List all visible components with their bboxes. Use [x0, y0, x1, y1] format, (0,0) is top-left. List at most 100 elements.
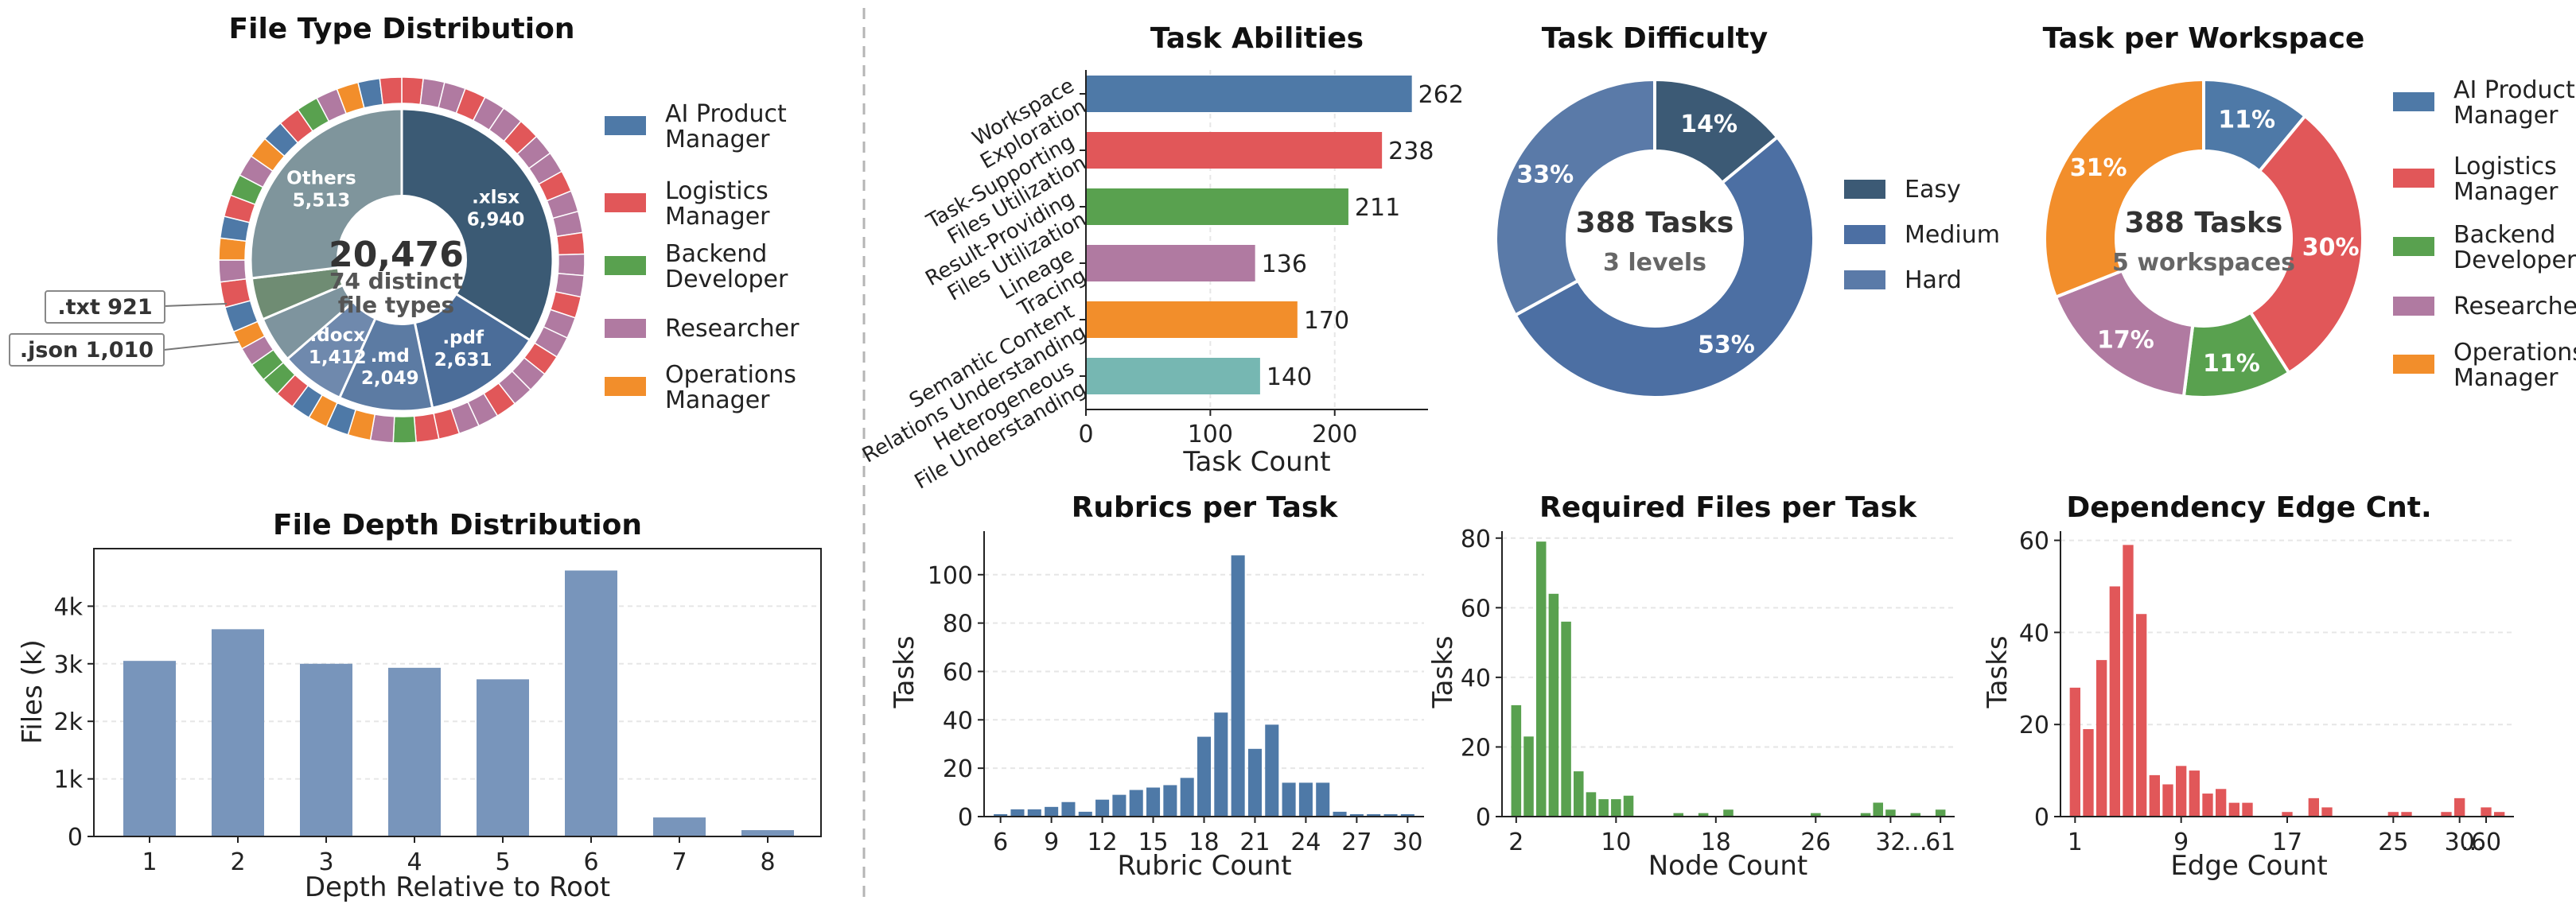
hist-bar-19 [2308, 798, 2319, 817]
hist-bar-61 [1935, 809, 1946, 817]
hist-bar-14 [2242, 802, 2253, 817]
ring-segment [555, 231, 586, 256]
depth-bars [123, 570, 794, 836]
hist-xtick-label: 30 [2445, 829, 2475, 856]
legend-label: AI Product [2453, 76, 2575, 104]
abilities-value-label: 170 [1304, 307, 1349, 335]
rubrics-title: Rubrics per Task [1072, 491, 1339, 524]
hist-ytick-label: 60 [2019, 528, 2049, 556]
filetype-center-line2: file types [338, 292, 454, 318]
hist-xtick-label: 61 [1925, 829, 1955, 856]
depth-bar-8 [741, 830, 794, 836]
hist-bar-11 [2202, 794, 2213, 817]
legend-label: Manager [2453, 102, 2558, 130]
slice-medium [1513, 134, 1815, 399]
json-callout: .json 1,010 [20, 338, 154, 363]
legend-swatch-logistics-manager [605, 193, 646, 212]
depth-ytick-label: 4k [54, 593, 84, 621]
hist-bar-15 [1146, 787, 1161, 817]
hist-ytick-label: 0 [958, 804, 973, 832]
abilities-value-label: 262 [1418, 81, 1464, 109]
hist-bar-26 [2401, 812, 2412, 817]
hist-xtick-label: 60 [2471, 829, 2501, 856]
filetype-center-hole [337, 195, 467, 325]
txt-callout-line [163, 303, 228, 307]
hist-bar-8 [1586, 792, 1597, 817]
legend-label: Researcher [2453, 293, 2576, 320]
hist-xtick-label: 21 [1239, 829, 1270, 856]
hist-ytick-label: 80 [1461, 526, 1491, 553]
hist-ytick-label: 100 [928, 562, 973, 590]
hist-xtick-label: 32 [1875, 829, 1905, 856]
legend-label: Operations [2453, 339, 2576, 367]
abilities-bar-semantic-content-relations-understanding [1086, 301, 1298, 338]
abilities-value-label: 136 [1262, 250, 1307, 278]
hist-bar-20 [1231, 555, 1245, 817]
hist-bar-5 [2123, 545, 2134, 817]
depth-bar-3 [300, 663, 352, 836]
hist-bar-7 [1010, 809, 1025, 817]
depth-ytick-label: 2k [54, 708, 84, 736]
abilities-xlabel: Task Count [1182, 446, 1330, 478]
abilities-bar-result-providing-files-utilization [1086, 188, 1348, 225]
edges-ylabel: Tasks [1982, 635, 2014, 708]
filetype-label-name: Others [286, 168, 356, 188]
edges-title: Dependency Edge Cnt. [2066, 491, 2431, 524]
filetype-label-value: 2,049 [361, 368, 419, 389]
filetype-outer-ring [218, 76, 586, 444]
legend-label: Manager [665, 126, 770, 153]
hist-xtick-label: 30 [1392, 829, 1422, 856]
legend-label: Developer [665, 266, 788, 293]
hist-xtick-label: 26 [1800, 829, 1831, 856]
slice-logistics-manager [2248, 114, 2364, 375]
hist-bar-30 [1860, 813, 1871, 817]
workspace-panel: Task per Workspace 11% 30% 11% 17% 31% 388 T… [2043, 22, 2576, 399]
depth-bar-4 [388, 667, 441, 836]
ring-segment [218, 237, 247, 261]
hist-bar-22 [1265, 724, 1279, 817]
slice-researcher [2053, 268, 2195, 398]
abilities-bar-workspace-exploration [1086, 76, 1412, 112]
hist-xtick-label: 27 [1341, 829, 1372, 856]
depth-frame [93, 548, 822, 837]
txt-callout-box [45, 290, 165, 324]
slice-operations-manager [2043, 77, 2205, 300]
hist-bar-30 [2454, 798, 2465, 817]
depth-bar-2 [212, 629, 264, 836]
hist-bar-18 [1197, 736, 1212, 817]
hist-bar-2 [1511, 704, 1522, 817]
depth-ticks: 0 1k 2k 3k 4k 1 2 3 4 5 6 7 8 [54, 593, 776, 876]
required-xlabel: Node Count [1648, 850, 1808, 882]
hist-bar-29 [1383, 813, 1398, 817]
hist-bar-25 [1316, 782, 1330, 817]
json-callout-line [163, 341, 239, 351]
hist-xtick-label: 17 [2272, 829, 2302, 856]
difficulty-donut: 14% 53% 33% [1494, 77, 1815, 399]
depth-ytick-label: 3k [54, 651, 84, 679]
depth-bar-7 [653, 817, 706, 836]
abilities-gridlines [1209, 70, 1336, 409]
hist-bar-10 [2189, 770, 2200, 817]
legend-label: Manager [665, 203, 770, 231]
workspace-center-line1: 388 Tasks [2125, 207, 2283, 239]
hist-bar-25 [2387, 812, 2399, 817]
difficulty-title: Task Difficulty [1542, 22, 1768, 55]
difficulty-panel: Task Difficulty 14% 53% 33% 388 Tasks 3 le… [1494, 22, 2000, 399]
hist-bar-19 [1723, 809, 1734, 817]
hist-bar-13 [2228, 802, 2239, 817]
legend-swatch-operations-manager [2393, 355, 2434, 374]
filetype-inner-pie [249, 107, 555, 413]
legend-swatch-backend-developer [605, 256, 646, 275]
hist-bar-34 [1910, 813, 1921, 817]
hist-bar-5 [1548, 593, 1559, 817]
depth-xtick-label: 3 [318, 848, 333, 876]
abilities-xtick-label: 100 [1188, 421, 1233, 448]
hist-ytick-label: 60 [1461, 595, 1491, 623]
abilities-bar-heterogeneous-file-understanding [1086, 358, 1260, 394]
abilities-title: Task Abilities [1150, 22, 1364, 55]
depth-gridlines [94, 605, 821, 780]
legend-label: Medium [1905, 221, 2000, 249]
hist-bar-15 [1673, 813, 1684, 817]
